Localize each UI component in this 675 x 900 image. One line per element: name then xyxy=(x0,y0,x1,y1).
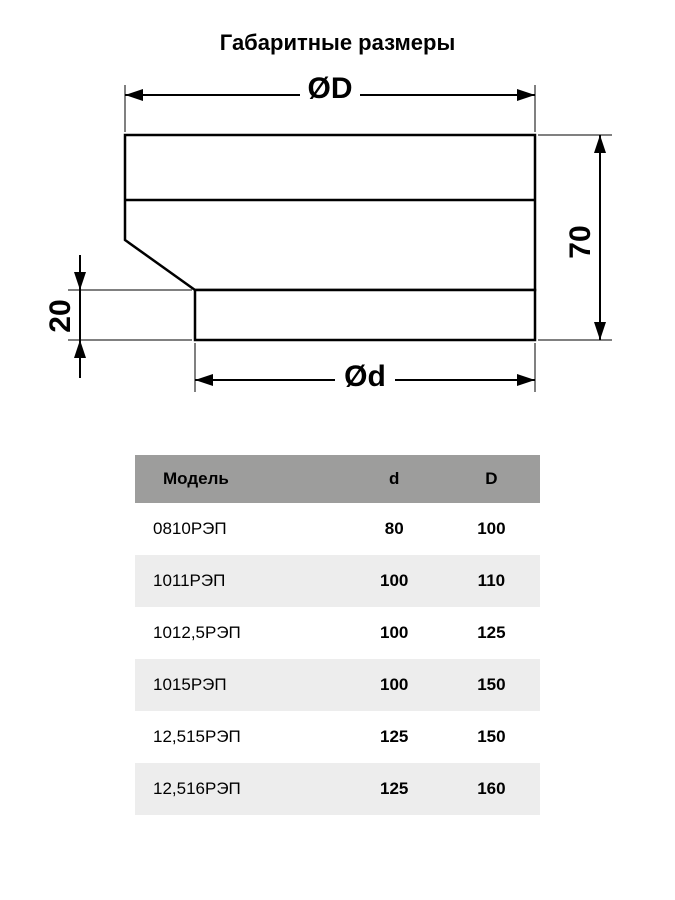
cell-model: 0810РЭП xyxy=(135,503,346,555)
col-header-D: D xyxy=(443,455,540,503)
cell-model: 1015РЭП xyxy=(135,659,346,711)
cell-d: 80 xyxy=(346,503,443,555)
arrow-icon xyxy=(195,374,213,386)
arrow-icon xyxy=(594,135,606,153)
arrow-icon xyxy=(74,272,86,290)
page-title: Габаритные размеры xyxy=(0,30,675,56)
arrow-icon xyxy=(594,322,606,340)
cell-D: 160 xyxy=(443,763,540,815)
table: Модель d D 0810РЭП 80 100 1011РЭП 100 11… xyxy=(135,455,540,815)
table-row: 12,516РЭП 125 160 xyxy=(135,763,540,815)
dim-label-D: ØD xyxy=(308,72,353,105)
col-header-d: d xyxy=(346,455,443,503)
table-header-row: Модель d D xyxy=(135,455,540,503)
cell-d: 100 xyxy=(346,555,443,607)
cell-d: 100 xyxy=(346,659,443,711)
cell-D: 100 xyxy=(443,503,540,555)
cell-d: 100 xyxy=(346,607,443,659)
cell-D: 150 xyxy=(443,711,540,763)
dimension-diagram: ØD Ød 70 20 xyxy=(45,60,655,440)
table-row: 1015РЭП 100 150 xyxy=(135,659,540,711)
dim-label-d: Ød xyxy=(344,360,386,393)
cell-D: 125 xyxy=(443,607,540,659)
arrow-icon xyxy=(517,374,535,386)
arrow-icon xyxy=(125,89,143,101)
arrow-icon xyxy=(74,340,86,358)
shape-spigot xyxy=(195,290,535,340)
table-row: 1011РЭП 100 110 xyxy=(135,555,540,607)
col-header-model: Модель xyxy=(135,455,346,503)
cell-model: 12,515РЭП xyxy=(135,711,346,763)
cell-d: 125 xyxy=(346,763,443,815)
page: Габаритные размеры ØD Ød xyxy=(0,0,675,900)
table-row: 1012,5РЭП 100 125 xyxy=(135,607,540,659)
cell-model: 1012,5РЭП xyxy=(135,607,346,659)
shape-body xyxy=(125,135,535,290)
cell-model: 12,516РЭП xyxy=(135,763,346,815)
cell-model: 1011РЭП xyxy=(135,555,346,607)
cell-D: 150 xyxy=(443,659,540,711)
dim-label-20: 20 xyxy=(45,299,77,332)
cell-D: 110 xyxy=(443,555,540,607)
cell-d: 125 xyxy=(346,711,443,763)
arrow-icon xyxy=(517,89,535,101)
dimensions-table: Модель d D 0810РЭП 80 100 1011РЭП 100 11… xyxy=(135,455,540,815)
table-row: 0810РЭП 80 100 xyxy=(135,503,540,555)
table-row: 12,515РЭП 125 150 xyxy=(135,711,540,763)
dim-label-70: 70 xyxy=(564,225,597,258)
